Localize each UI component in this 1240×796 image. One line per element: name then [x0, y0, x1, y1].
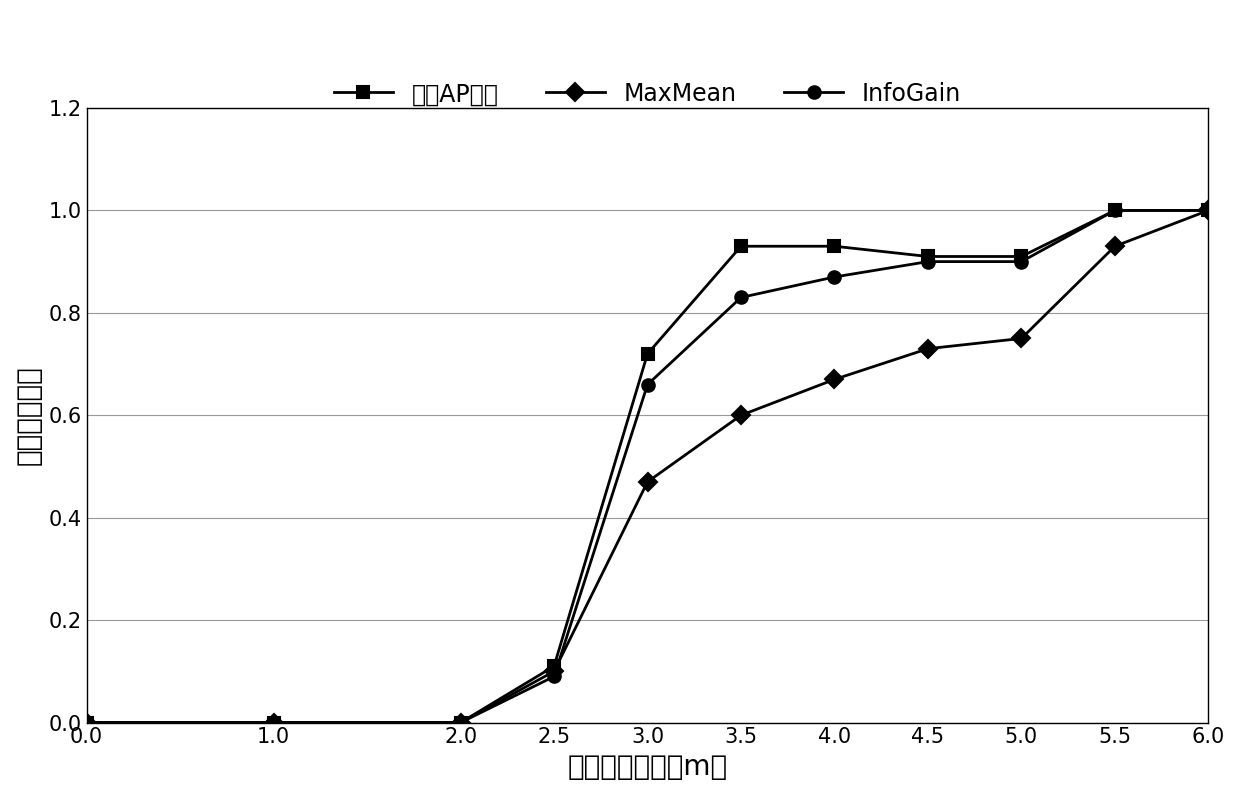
MaxMean — [453, 718, 467, 728]
Legend: 稳定AP优先, MaxMean, InfoGain: 稳定AP优先, MaxMean, InfoGain — [322, 71, 973, 118]
InfoGain — [1014, 257, 1029, 267]
InfoGain — [1200, 205, 1215, 215]
MaxMean — [1200, 205, 1215, 215]
MaxMean — [1014, 334, 1029, 343]
稳定AP优先 — [453, 718, 467, 728]
稳定AP优先 — [547, 661, 562, 671]
InfoGain — [640, 380, 655, 389]
MaxMean — [640, 477, 655, 486]
InfoGain — [920, 257, 935, 267]
稳定AP优先 — [1014, 252, 1029, 261]
稳定AP优先 — [1107, 205, 1122, 215]
Line: InfoGain: InfoGain — [81, 204, 1215, 729]
稳定AP优先 — [267, 718, 281, 728]
Line: MaxMean: MaxMean — [81, 204, 1215, 729]
MaxMean — [734, 411, 749, 420]
MaxMean — [1107, 241, 1122, 251]
稳定AP优先 — [827, 241, 842, 251]
MaxMean — [920, 344, 935, 353]
稳定AP优先 — [640, 349, 655, 358]
MaxMean — [827, 375, 842, 384]
InfoGain — [734, 293, 749, 302]
X-axis label: 定位误差距离（m）: 定位误差距离（m） — [568, 753, 728, 781]
InfoGain — [827, 272, 842, 282]
稳定AP优先 — [79, 718, 94, 728]
InfoGain — [79, 718, 94, 728]
稳定AP优先 — [920, 252, 935, 261]
InfoGain — [453, 718, 467, 728]
稳定AP优先 — [734, 241, 749, 251]
MaxMean — [547, 666, 562, 676]
Line: 稳定AP优先: 稳定AP优先 — [81, 204, 1215, 729]
MaxMean — [79, 718, 94, 728]
稳定AP优先 — [1200, 205, 1215, 215]
InfoGain — [267, 718, 281, 728]
InfoGain — [1107, 205, 1122, 215]
InfoGain — [547, 672, 562, 681]
MaxMean — [267, 718, 281, 728]
Y-axis label: 误差概率分布: 误差概率分布 — [15, 365, 43, 465]
